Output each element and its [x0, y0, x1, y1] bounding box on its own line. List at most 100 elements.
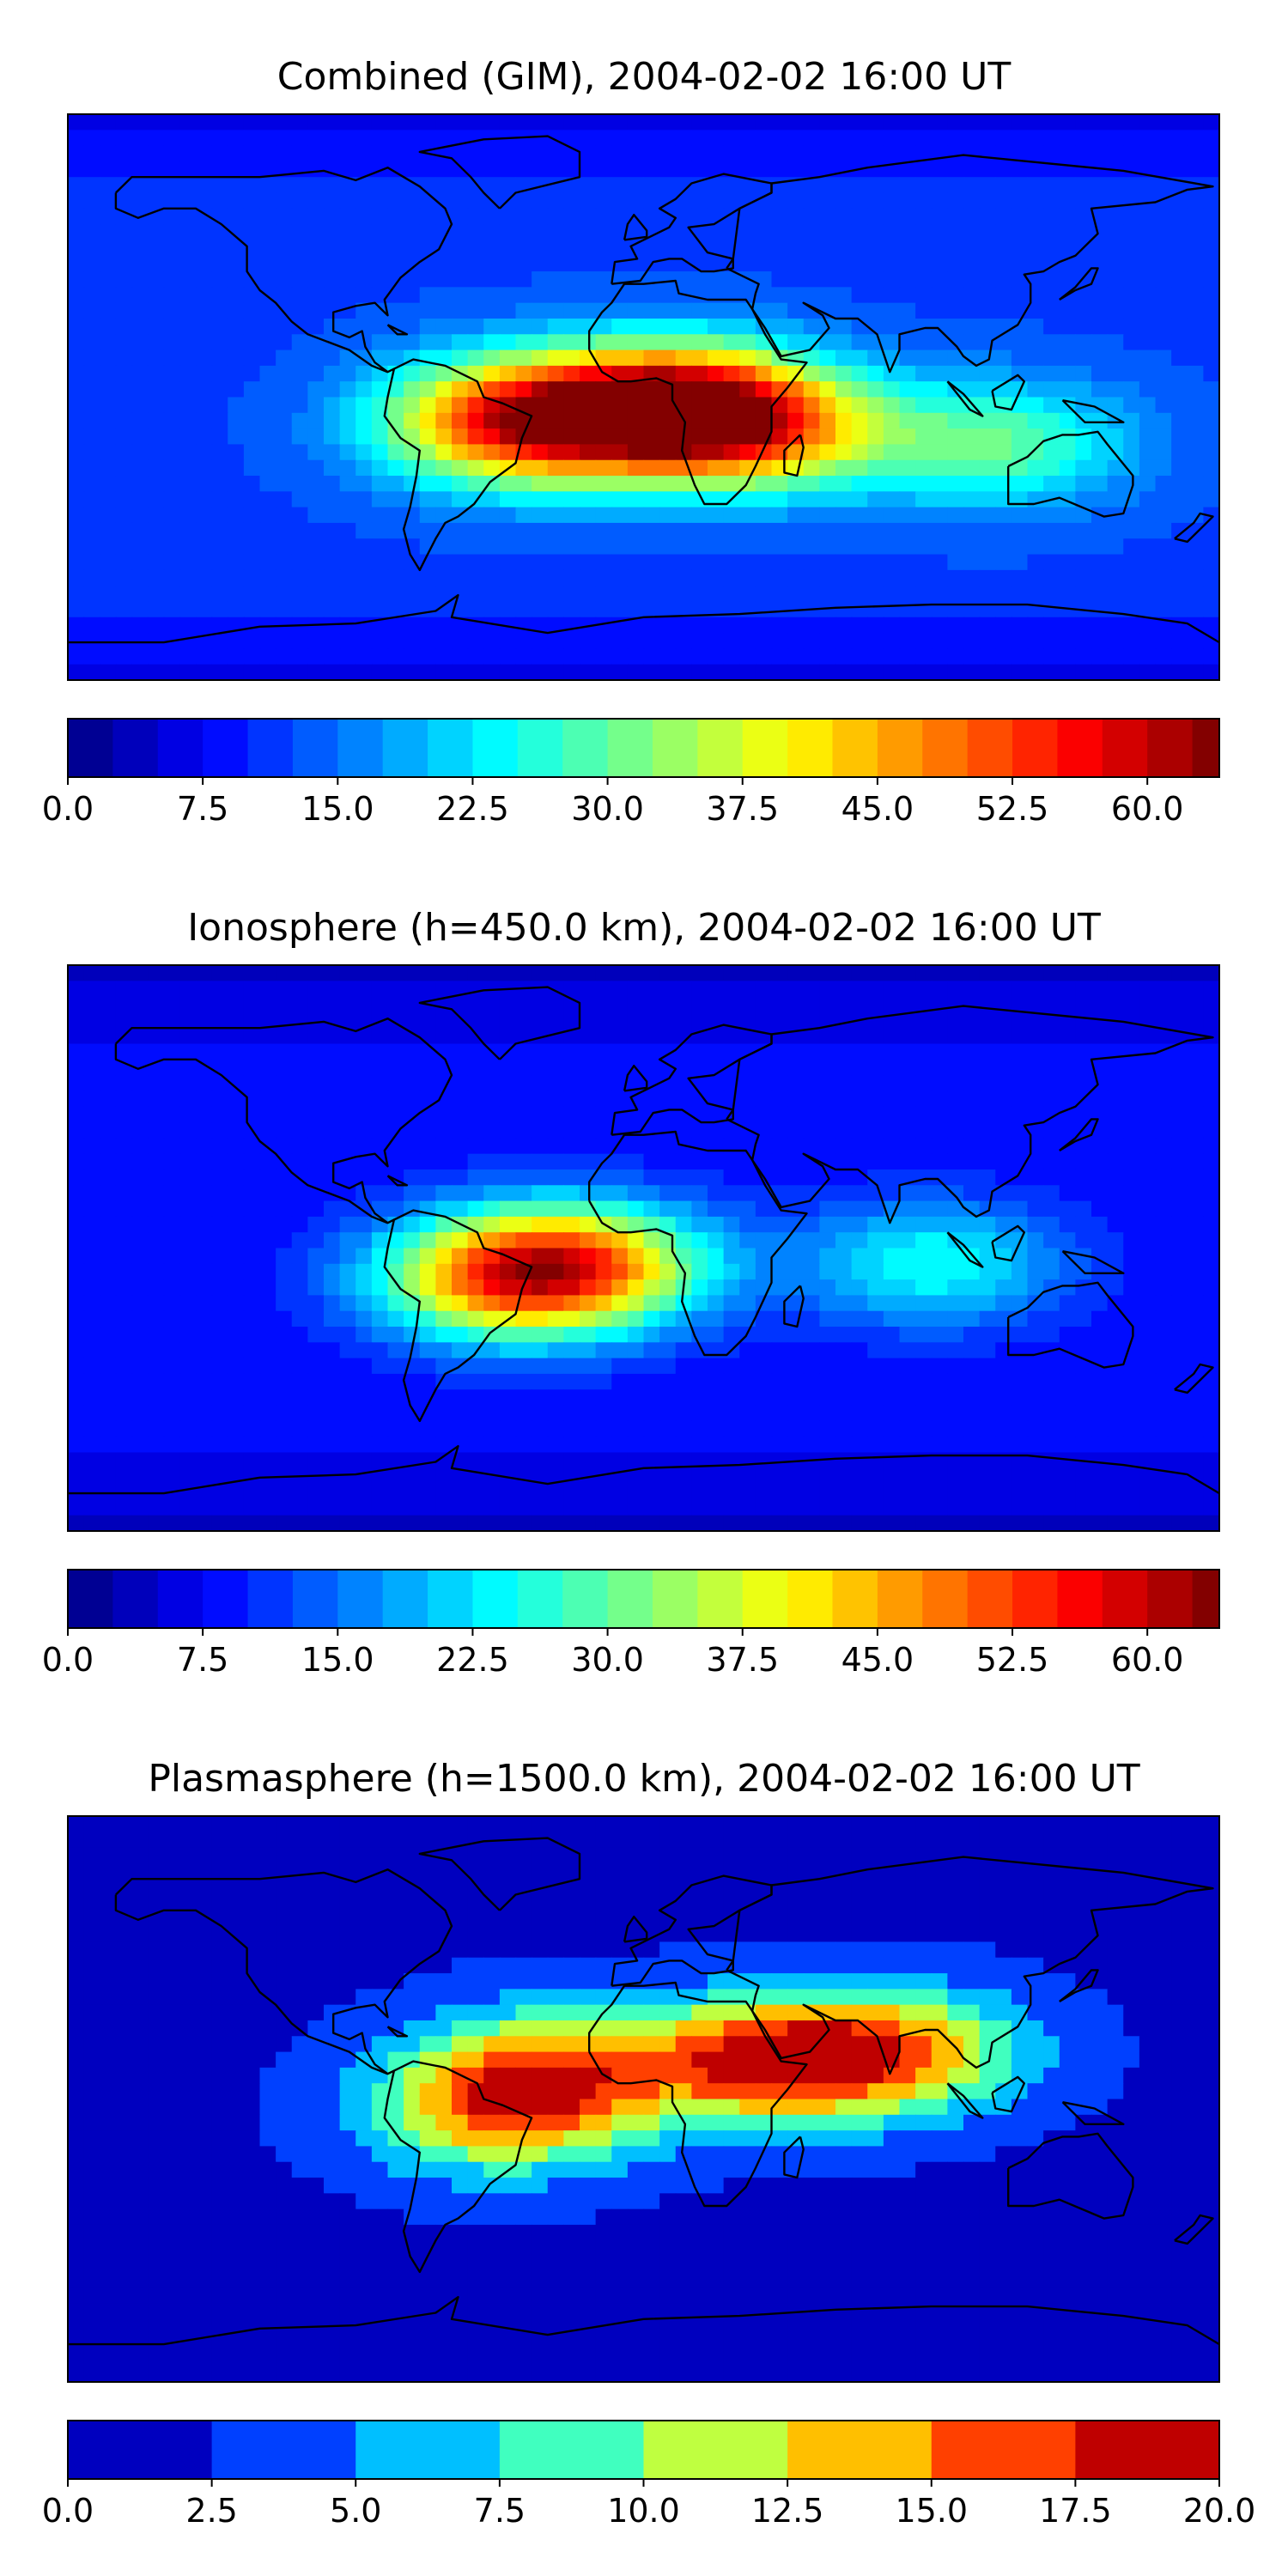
- field-cell: [452, 349, 469, 367]
- field-cell: [899, 365, 916, 382]
- field-cell: [755, 161, 773, 178]
- field-cell: [532, 476, 549, 492]
- field-cell: [291, 1138, 308, 1155]
- field-cell: [787, 381, 805, 398]
- field-cell: [291, 302, 308, 319]
- field-cell: [931, 255, 948, 272]
- field-cell: [211, 569, 228, 586]
- field-cell: [532, 255, 549, 272]
- field-cell: [563, 569, 580, 586]
- field-cell: [371, 1295, 389, 1312]
- field-cell: [723, 1122, 740, 1139]
- field-cell: [659, 428, 677, 446]
- field-cell: [1139, 1075, 1157, 1092]
- field-cell: [532, 130, 549, 147]
- field-cell: [675, 1389, 692, 1406]
- field-cell: [851, 476, 868, 492]
- field-cell: [771, 1263, 788, 1280]
- field-cell: [723, 1200, 740, 1218]
- field-cell: [771, 617, 788, 634]
- field-cell: [643, 996, 660, 1013]
- field-cell: [243, 177, 261, 194]
- field-cell: [1011, 617, 1029, 634]
- field-cell: [995, 1327, 1012, 1343]
- field-cell: [931, 1389, 948, 1406]
- field-cell: [291, 1091, 308, 1108]
- field-cell: [979, 569, 996, 586]
- field-cell: [467, 1043, 484, 1060]
- field-cell: [611, 1248, 629, 1265]
- field-cell: [68, 648, 85, 665]
- field-cell: [595, 349, 612, 367]
- field-cell: [276, 648, 293, 665]
- field-cell: [131, 114, 149, 131]
- field-cell: [1107, 334, 1124, 351]
- field-cell: [243, 365, 261, 382]
- field-cell: [532, 1153, 549, 1170]
- field-cell: [915, 554, 933, 571]
- field-cell: [787, 554, 805, 571]
- field-cell: [979, 1075, 996, 1092]
- field-cell: [1187, 271, 1204, 288]
- field-cell: [100, 1263, 117, 1280]
- field-cell: [627, 130, 645, 147]
- field-cell: [595, 145, 612, 162]
- field-cell: [580, 1327, 597, 1343]
- field-cell: [435, 1153, 453, 1170]
- field-cell: [100, 1310, 117, 1327]
- field-cell: [1139, 177, 1157, 194]
- field-cell: [467, 601, 484, 618]
- field-cell: [1043, 569, 1060, 586]
- field-cell: [611, 476, 629, 492]
- field-cell: [547, 1153, 564, 1170]
- colorbar-segment: [877, 719, 923, 777]
- field-cell: [755, 554, 773, 571]
- field-cell: [867, 1122, 884, 1139]
- field-cell: [1123, 192, 1140, 210]
- field-cell: [291, 1075, 308, 1092]
- field-cell: [899, 240, 916, 257]
- field-cell: [163, 1389, 180, 1406]
- field-cell: [979, 1106, 996, 1123]
- field-cell: [532, 412, 549, 429]
- field-cell: [739, 255, 756, 272]
- field-cell: [1091, 1106, 1109, 1123]
- field-cell: [228, 1279, 245, 1297]
- field-cell: [404, 365, 421, 382]
- field-cell: [259, 1389, 276, 1406]
- field-cell: [1171, 1373, 1188, 1390]
- field-cell: [324, 664, 341, 680]
- field-cell: [1171, 397, 1188, 414]
- field-cell: [1171, 601, 1188, 618]
- field-cell: [419, 1342, 436, 1359]
- field-cell: [259, 161, 276, 178]
- field-cell: [1123, 271, 1140, 288]
- field-cell: [452, 1232, 469, 1249]
- field-cell: [259, 1327, 276, 1343]
- field-cell: [259, 1043, 276, 1060]
- field-cell: [1155, 522, 1172, 539]
- field-cell: [435, 1467, 453, 1485]
- field-cell: [835, 271, 853, 288]
- field-cell: [259, 617, 276, 634]
- field-cell: [1155, 538, 1172, 556]
- field-cell: [1043, 1389, 1060, 1406]
- field-cell: [100, 507, 117, 524]
- field-cell: [547, 412, 564, 429]
- field-cell: [452, 617, 469, 634]
- field-cell: [83, 1452, 100, 1469]
- field-cell: [68, 161, 85, 178]
- field-cell: [915, 1169, 933, 1186]
- field-cell: [148, 224, 165, 241]
- field-cell: [1107, 617, 1124, 634]
- field-cell: [627, 522, 645, 539]
- field-cell: [947, 334, 964, 351]
- field-cell: [995, 1389, 1012, 1406]
- field-cell: [595, 318, 612, 335]
- field-cell: [835, 255, 853, 272]
- field-cell: [691, 192, 708, 210]
- field-cell: [499, 161, 517, 178]
- field-cell: [963, 648, 981, 665]
- field-cell: [867, 1012, 884, 1029]
- field-cell: [819, 648, 836, 665]
